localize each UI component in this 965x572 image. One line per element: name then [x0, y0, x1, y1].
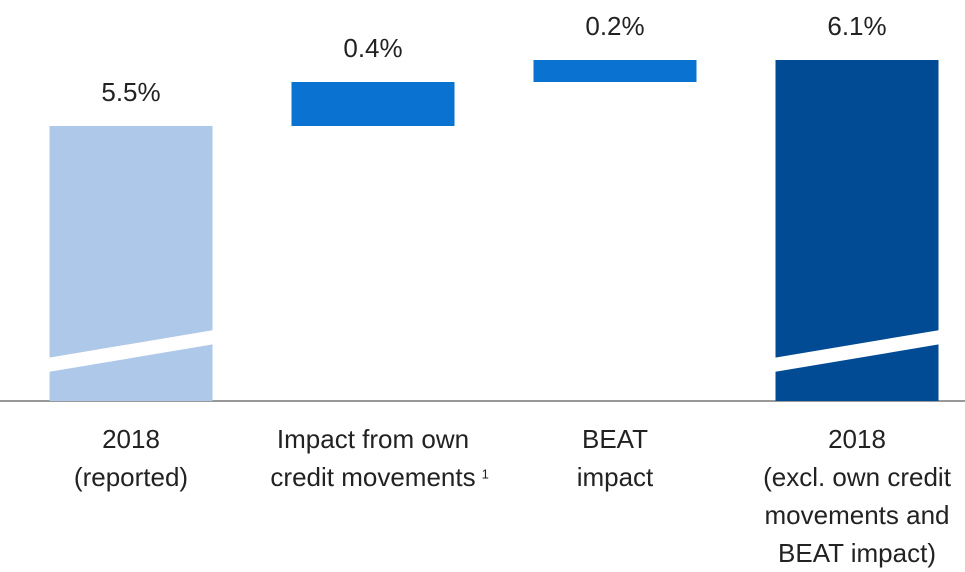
- value-label: 0.2%: [585, 11, 644, 41]
- bar: [291, 82, 455, 126]
- value-label: 5.5%: [101, 77, 160, 107]
- x-tick-label: Impact from own: [277, 424, 469, 454]
- x-tick-label: credit movements: [270, 462, 475, 492]
- x-tick-label: BEAT impact): [778, 538, 936, 568]
- x-tick-label: 2018: [102, 424, 160, 454]
- axis-break: [46, 330, 216, 372]
- x-tick-label: (reported): [74, 462, 188, 492]
- x-tick-label: impact: [577, 462, 654, 492]
- value-label: 6.1%: [827, 11, 886, 41]
- bar: [533, 60, 697, 82]
- value-label: 0.4%: [343, 33, 402, 63]
- x-tick-label: BEAT: [582, 424, 648, 454]
- footnote-mark: 1: [482, 466, 489, 481]
- x-tick-label: movements and: [765, 500, 950, 530]
- x-tick-label: 2018: [828, 424, 886, 454]
- x-tick-label: (excl. own credit: [763, 462, 952, 492]
- axis-break: [772, 330, 942, 372]
